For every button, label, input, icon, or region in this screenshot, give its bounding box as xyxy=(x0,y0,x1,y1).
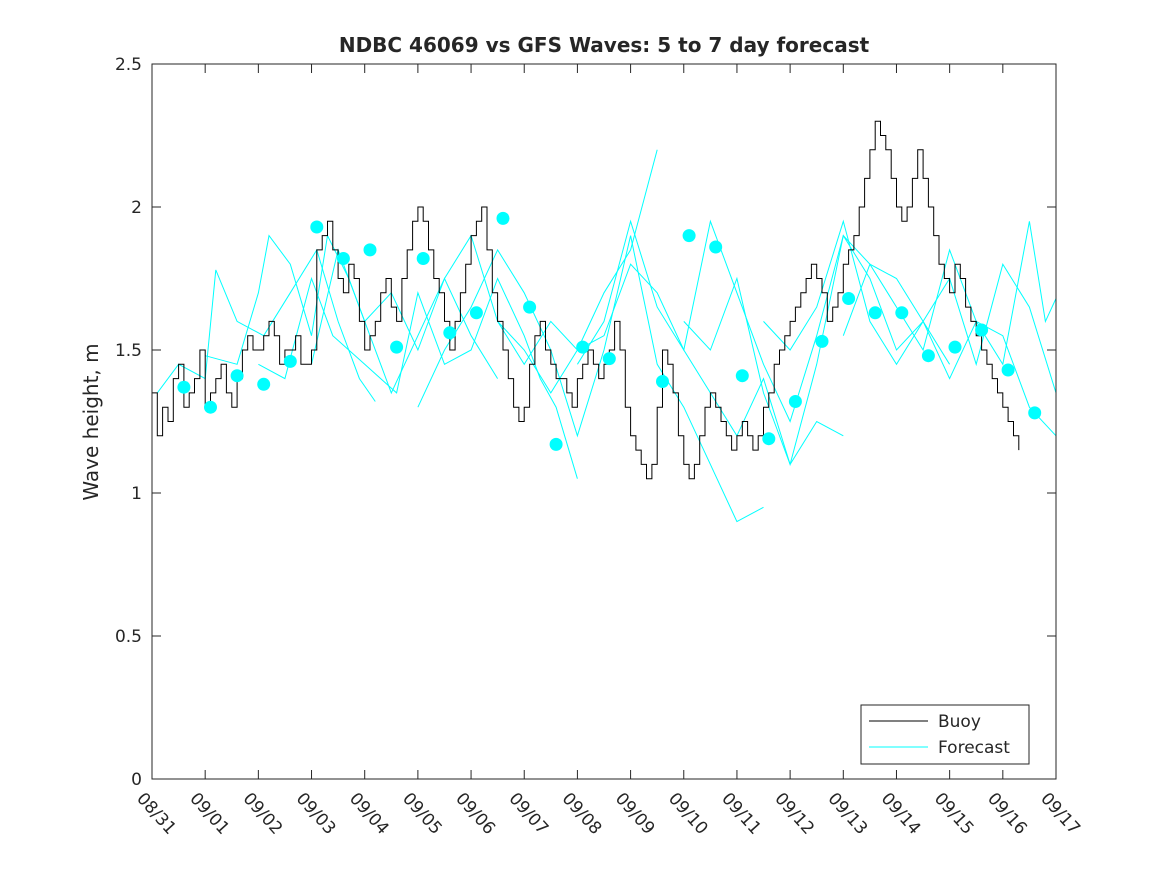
forecast-point xyxy=(868,306,882,320)
forecast-point xyxy=(390,340,404,354)
forecast-point xyxy=(469,306,483,320)
forecast-point xyxy=(762,432,776,446)
x-tick-label: 09/12 xyxy=(770,789,818,839)
forecast-point xyxy=(549,437,563,451)
forecast-point xyxy=(895,306,909,320)
forecast-run-line-7 xyxy=(576,219,951,423)
legend-label-buoy: Buoy xyxy=(938,712,981,732)
y-tick-label: 0 xyxy=(131,770,142,790)
forecast-point xyxy=(283,354,297,368)
forecast-point xyxy=(443,326,457,340)
forecast-point xyxy=(576,340,590,354)
x-tick-label: 09/08 xyxy=(558,789,606,839)
x-tick-label: 09/14 xyxy=(877,789,925,839)
legend-label-forecast: Forecast xyxy=(938,738,1010,758)
x-tick-label: 09/03 xyxy=(292,789,340,839)
forecast-point xyxy=(177,380,191,394)
forecast-point xyxy=(230,369,244,383)
y-tick-label: 0.5 xyxy=(115,627,142,647)
x-tick-label: 09/07 xyxy=(505,789,553,839)
forecast-point xyxy=(921,349,935,363)
forecast-point xyxy=(656,375,669,388)
x-tick-label: 08/31 xyxy=(132,789,180,839)
forecast-point xyxy=(257,377,271,391)
y-tick-label: 1 xyxy=(131,484,142,504)
forecast-point xyxy=(363,243,377,257)
x-tick-label: 09/06 xyxy=(451,789,499,839)
forecast-point xyxy=(682,229,696,243)
forecast-dots-group xyxy=(177,211,1042,451)
forecast-run-line-6 xyxy=(497,263,844,466)
forecast-point xyxy=(709,240,723,254)
y-tick-label: 2 xyxy=(131,198,142,218)
forecast-run-line-8 xyxy=(683,234,1057,467)
forecast-point xyxy=(496,211,510,225)
forecast-point xyxy=(842,292,856,305)
forecast-point xyxy=(1001,363,1015,377)
x-tick-label: 09/05 xyxy=(398,789,446,839)
forecast-point xyxy=(416,252,430,265)
chart-title: NDBC 46069 vs GFS Waves: 5 to 7 day fore… xyxy=(339,33,870,57)
forecast-point xyxy=(815,334,829,348)
forecast-point xyxy=(602,352,616,366)
forecast-point xyxy=(948,340,962,354)
x-tick-label: 09/11 xyxy=(717,789,765,839)
y-tick-label: 1.5 xyxy=(115,341,142,361)
forecast-point xyxy=(975,323,989,337)
forecast-run-line-10 xyxy=(842,221,1057,366)
buoy-line xyxy=(152,120,1020,480)
buoy-series-group xyxy=(152,120,1020,480)
x-tick-label: 09/09 xyxy=(611,789,659,839)
legend: Buoy Forecast xyxy=(860,704,1030,765)
x-tick-label: 09/15 xyxy=(930,789,978,839)
x-tick-label: 09/02 xyxy=(239,789,287,839)
x-tick-label: 09/13 xyxy=(824,789,872,839)
x-tick-label: 09/17 xyxy=(1036,789,1084,839)
forecast-run-line-9 xyxy=(763,219,1057,394)
y-axis: 0 0.5 1 1.5 2 2.5 xyxy=(115,55,1056,790)
y-axis-label: Wave height, m xyxy=(79,343,103,500)
forecast-point xyxy=(310,220,324,234)
forecast-point xyxy=(523,300,537,314)
plot-frame xyxy=(151,63,1057,780)
plot-background xyxy=(152,64,1056,779)
forecast-point xyxy=(1028,406,1042,420)
x-tick-label: 09/10 xyxy=(664,789,712,839)
x-tick-label: 09/01 xyxy=(185,789,233,839)
x-tick-label: 09/04 xyxy=(345,789,393,839)
y-tick-label: 2.5 xyxy=(115,55,142,75)
forecast-point xyxy=(788,395,802,408)
legend-box xyxy=(860,704,1030,765)
forecast-run-line-5 xyxy=(417,235,764,523)
forecast-point xyxy=(204,400,217,414)
forecast-point xyxy=(735,369,749,383)
x-tick-label: 09/16 xyxy=(983,789,1031,839)
forecast-point xyxy=(336,252,350,265)
